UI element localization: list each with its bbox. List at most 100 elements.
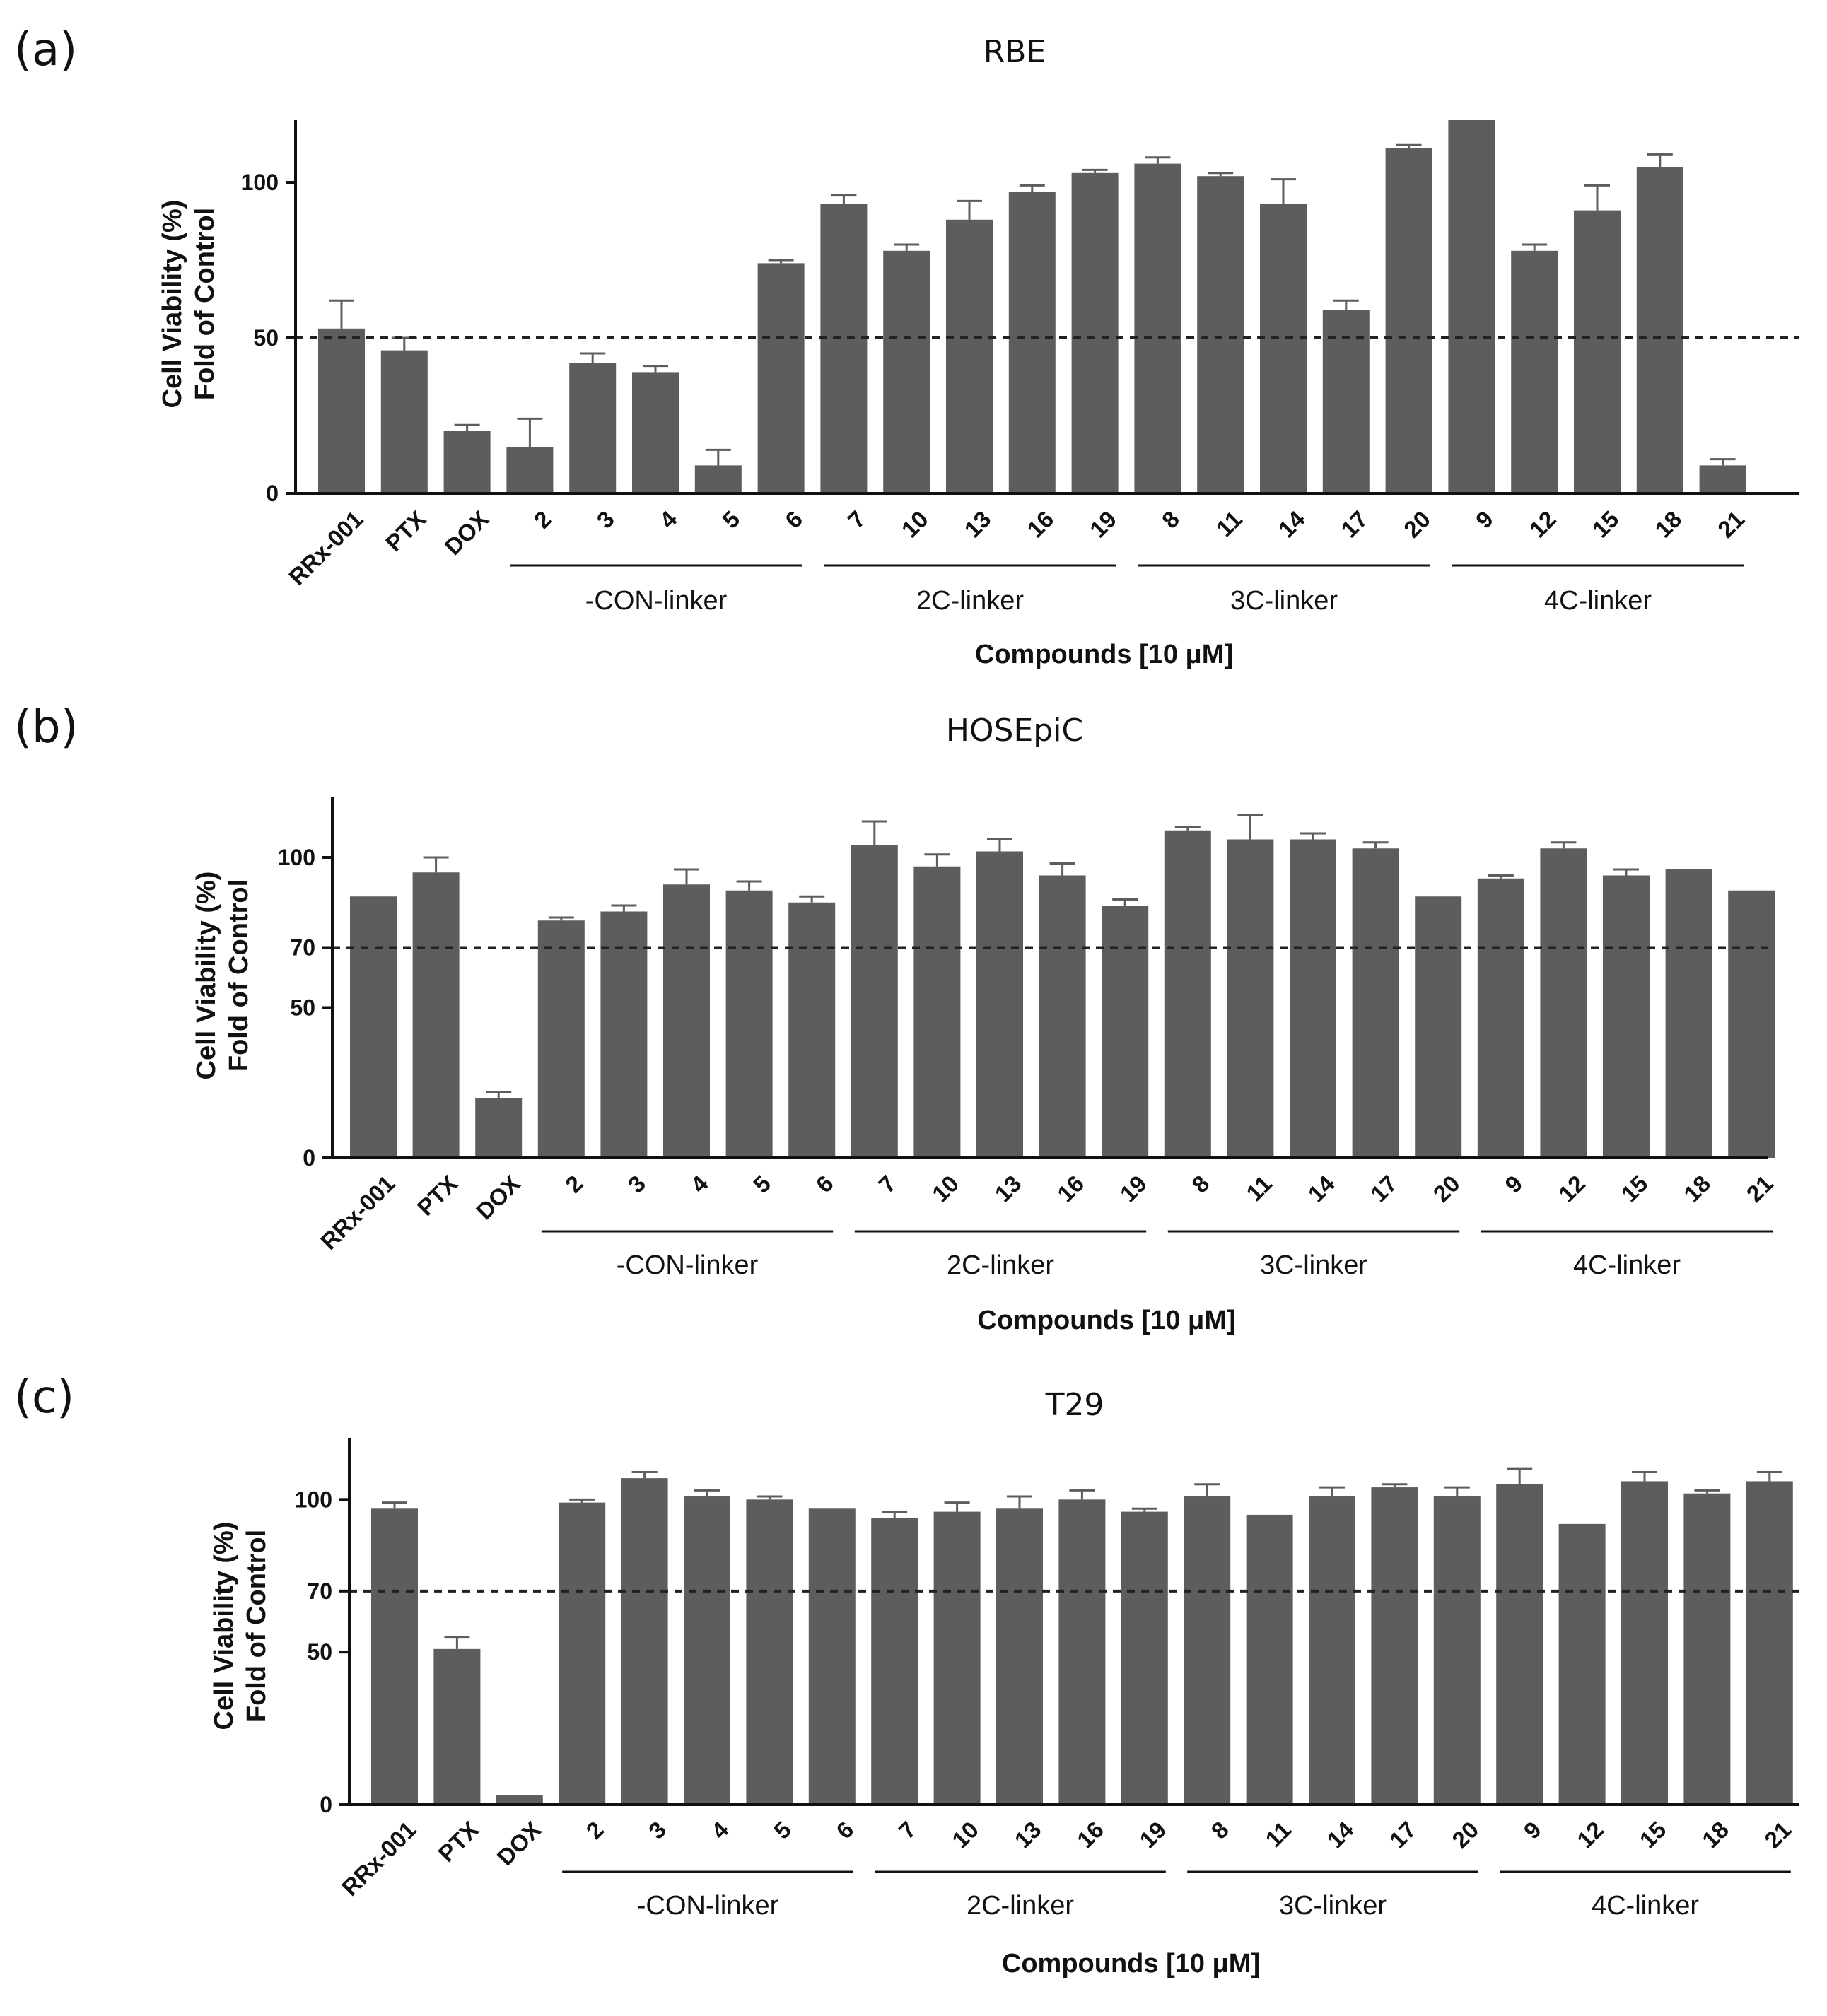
x-tick-label-13: 13	[959, 505, 996, 542]
x-tick-label-13: 13	[1009, 1816, 1046, 1853]
bar-2	[506, 447, 554, 493]
bar-7	[851, 845, 898, 1158]
y-tick-label: 70	[307, 1578, 332, 1604]
bar-13	[996, 1508, 1043, 1805]
bar-PTX	[380, 350, 428, 493]
panel-1: (a) RBE Cell Viability (%) Fold of Control 0…	[14, 24, 1799, 669]
bar-9	[1477, 878, 1524, 1158]
bar-5	[746, 1499, 793, 1805]
x-tick-label-21: 21	[1712, 505, 1749, 542]
x-tick-label-7: 7	[873, 1170, 901, 1197]
group-label: 4C-linker	[1573, 1250, 1681, 1280]
x-tick-label-4: 4	[654, 505, 682, 534]
bar-21	[1699, 465, 1746, 493]
x-tick-label-16: 16	[1072, 1816, 1109, 1853]
x-tick-label-12: 12	[1572, 1816, 1609, 1853]
y-axis-label: Cell Viability (%) Fold of Control	[192, 872, 254, 1080]
x-tick-label-14: 14	[1321, 1816, 1359, 1853]
x-tick-label-6: 6	[780, 505, 807, 533]
y-axis-label-line1: Cell Viability (%)	[158, 200, 187, 409]
bar-18	[1636, 167, 1683, 493]
x-tick-label-DOX: DOX	[439, 505, 494, 560]
x-tick-label-14: 14	[1273, 505, 1310, 543]
x-tick-label-7: 7	[894, 1816, 921, 1844]
x-tick-label-12: 12	[1553, 1170, 1590, 1207]
bar-6	[788, 902, 836, 1158]
x-tick-label-5: 5	[717, 505, 745, 533]
bar-9	[1496, 1484, 1543, 1805]
bar-DOX	[496, 1795, 543, 1805]
y-tick-label: 70	[290, 935, 315, 961]
panel-label: (a)	[14, 24, 77, 76]
x-axis-label: Compounds [10 μM]	[1002, 1949, 1260, 1979]
x-tick-label-8: 8	[1186, 1170, 1214, 1197]
bar-10	[933, 1511, 981, 1805]
x-tick-label-PTX: PTX	[433, 1816, 484, 1867]
y-axis-label: Cell Viability (%) Fold of Control	[209, 1522, 272, 1730]
x-tick-label-8: 8	[1157, 505, 1184, 533]
x-tick-label-PTX: PTX	[380, 505, 431, 556]
bar-11	[1246, 1514, 1293, 1805]
bar-PTX	[412, 872, 460, 1158]
y-tick-label: 100	[295, 1487, 332, 1512]
bar-3	[600, 911, 648, 1158]
x-tick-label-10: 10	[947, 1816, 983, 1853]
x-tick-label-DOX: DOX	[471, 1170, 525, 1224]
x-tick-label-9: 9	[1471, 505, 1498, 533]
panel-3: (c) T29 Cell Viability (%) Fold of Control 0…	[14, 1371, 1799, 1979]
x-tick-label-11: 11	[1260, 1816, 1296, 1852]
x-axis-label: Compounds [10 μM]	[977, 1306, 1235, 1335]
bar-19	[1102, 906, 1149, 1158]
y-tick-label: 0	[266, 481, 279, 506]
x-tick-label-20: 20	[1447, 1816, 1483, 1853]
panel-label: (c)	[14, 1371, 74, 1424]
x-tick-label-21: 21	[1759, 1816, 1796, 1853]
x-tick-label-4: 4	[706, 1816, 734, 1844]
y-tick-label: 100	[278, 845, 315, 870]
x-tick-label-RRx-001: RRx-001	[284, 505, 368, 590]
x-tick-label-11: 11	[1211, 505, 1247, 541]
bar-17	[1352, 848, 1399, 1158]
bar-7	[820, 204, 868, 493]
x-tick-label-PTX: PTX	[412, 1170, 463, 1221]
bar-DOX	[475, 1098, 523, 1158]
group-label: 3C-linker	[1260, 1250, 1367, 1280]
group-label: -CON-linker	[585, 586, 728, 616]
group-label: 2C-linker	[967, 1891, 1074, 1921]
bar-8	[1134, 163, 1181, 493]
x-tick-label-19: 19	[1115, 1170, 1152, 1207]
chart-title: HOSEpiC	[946, 713, 1083, 749]
bar-RRx-001	[318, 328, 365, 493]
x-tick-label-17: 17	[1336, 505, 1372, 542]
bar-15	[1574, 210, 1621, 493]
bar-PTX	[433, 1648, 481, 1805]
x-tick-label-3: 3	[592, 505, 619, 533]
x-tick-label-17: 17	[1365, 1170, 1402, 1207]
x-tick-label-18: 18	[1697, 1816, 1734, 1853]
x-tick-label-10: 10	[927, 1170, 964, 1207]
y-tick-label: 50	[290, 995, 315, 1021]
bar-7	[871, 1518, 918, 1805]
bar-12	[1540, 848, 1587, 1158]
bar-5	[725, 890, 773, 1158]
bar-12	[1558, 1523, 1606, 1805]
bar-18	[1665, 869, 1712, 1158]
x-tick-label-5: 5	[769, 1816, 796, 1844]
x-tick-label-19: 19	[1134, 1816, 1171, 1853]
bar-DOX	[443, 431, 491, 493]
x-tick-label-14: 14	[1302, 1170, 1340, 1207]
bar-18	[1683, 1493, 1731, 1805]
y-tick-label: 50	[253, 325, 279, 351]
x-tick-label-2: 2	[581, 1816, 609, 1844]
bar-20	[1433, 1496, 1481, 1805]
bar-14	[1309, 1496, 1355, 1805]
bar-11	[1197, 176, 1244, 493]
y-axis-label-line2: Fold of Control	[242, 1530, 272, 1722]
x-tick-label-19: 19	[1085, 505, 1121, 542]
bar-14	[1260, 204, 1307, 493]
x-tick-label-16: 16	[1052, 1170, 1089, 1207]
chart-title: T29	[1045, 1387, 1104, 1423]
bar-10	[883, 250, 930, 493]
x-tick-label-16: 16	[1022, 505, 1058, 542]
